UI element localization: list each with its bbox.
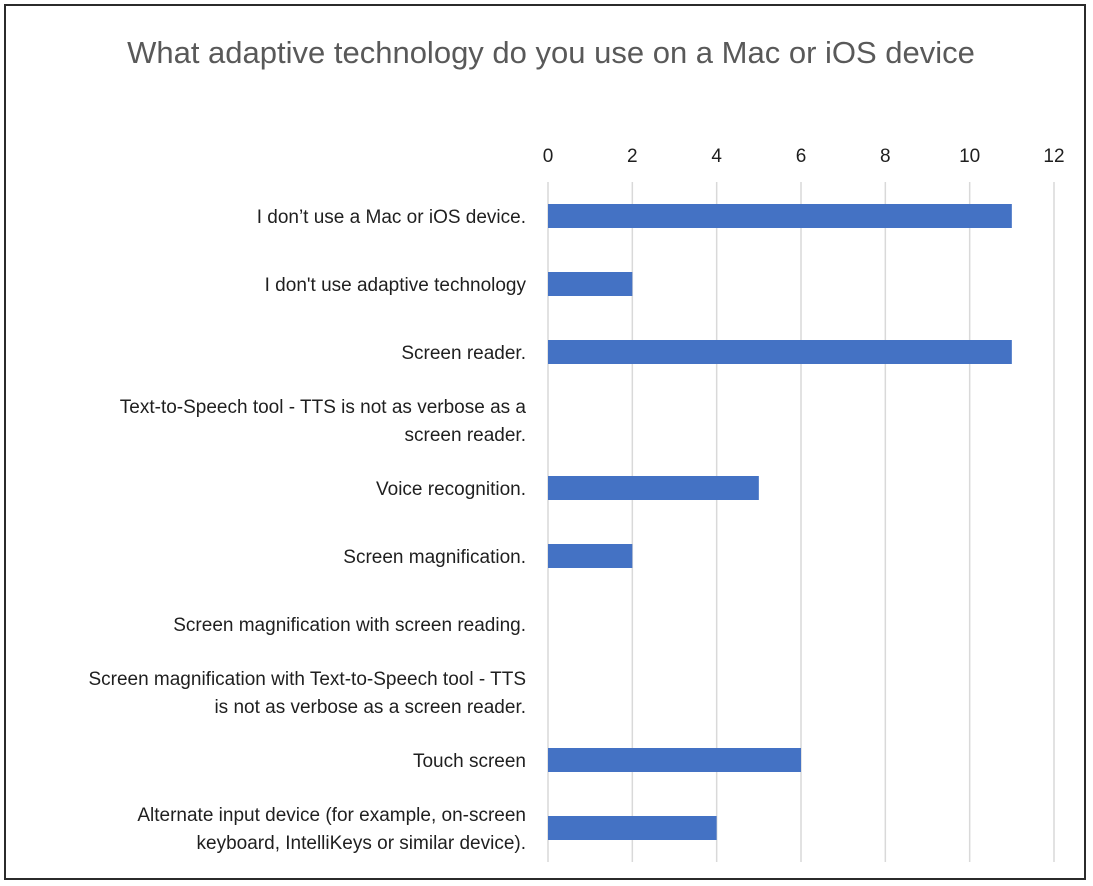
bar: [548, 476, 759, 500]
category-label: Screen magnification.: [343, 547, 526, 568]
bars: [548, 204, 1012, 840]
category-label: Alternate input device (for example, on-…: [137, 805, 526, 854]
x-axis-ticks: 0 2 4 6 8 10 12: [543, 146, 1065, 167]
x-tick-label: 10: [959, 146, 980, 167]
bar: [548, 816, 717, 840]
x-tick-label: 0: [543, 146, 554, 167]
bar-chart: 0 2 4 6 8 10 12 I don’t use a Mac or iOS devic…: [88, 146, 1065, 862]
bar: [548, 544, 633, 568]
bar: [548, 748, 801, 772]
category-label: Screen magnification with Text-to-Speech…: [88, 669, 526, 718]
bar: [548, 272, 633, 296]
x-tick-label: 8: [880, 146, 891, 167]
x-tick-label: 4: [711, 146, 722, 167]
x-tick-label: 2: [627, 146, 638, 167]
category-label: Touch screen: [413, 751, 526, 772]
bar: [548, 340, 1012, 364]
bar: [548, 204, 1012, 228]
category-label: Screen reader.: [401, 343, 526, 364]
chart-title: What adaptive technology do you use on a…: [127, 35, 975, 70]
category-label: Text-to-Speech tool - TTS is not as verb…: [120, 397, 527, 446]
x-tick-label: 12: [1043, 146, 1064, 167]
x-tick-label: 6: [796, 146, 807, 167]
chart-frame: What adaptive technology do you use on a…: [4, 4, 1086, 880]
category-labels: I don’t use a Mac or iOS device. I don't …: [88, 207, 526, 854]
category-label: I don't use adaptive technology: [265, 275, 527, 296]
category-label: Voice recognition.: [376, 479, 526, 500]
category-label: I don’t use a Mac or iOS device.: [257, 207, 526, 228]
category-label: Screen magnification with screen reading…: [173, 615, 526, 636]
